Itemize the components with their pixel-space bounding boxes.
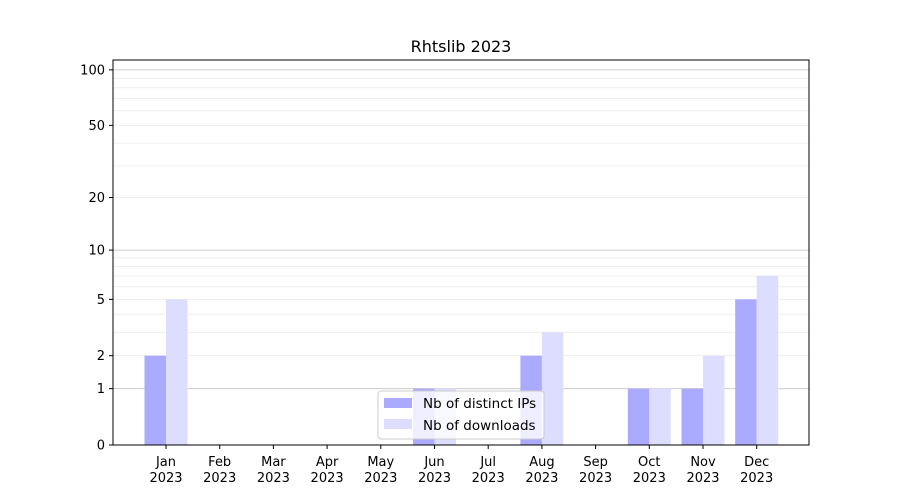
x-tick-label-month: Oct [638,455,660,470]
legend-box [377,390,545,440]
bar-ips [735,299,757,445]
chart-title: Rhtslib 2023 [411,37,512,56]
y-tick-label: 10 [88,244,105,259]
bar-downloads [541,332,564,445]
legend-swatch-ips [384,398,412,408]
legend-label-downloads: Nb of downloads [423,418,536,434]
x-tick-label-year: 2023 [418,471,451,486]
x-tick-label-year: 2023 [579,471,612,486]
y-tick-label: 0 [97,439,105,454]
x-tick-label-month: Sep [583,455,608,470]
x-tick-label-year: 2023 [257,471,290,486]
x-tick-label-year: 2023 [203,471,236,486]
x-tick-label-year: 2023 [633,471,666,486]
x-tick-label-month: Feb [208,455,231,470]
x-tick-label-year: 2023 [364,471,397,486]
y-tick-label: 50 [88,119,105,134]
y-tick-label: 2 [97,349,105,364]
x-tick-label-year: 2023 [686,471,719,486]
plot-frame [112,59,810,446]
grid [113,69,809,390]
x-tick-label-year: 2023 [472,471,505,486]
x-tick-label-month: May [367,455,394,470]
y-tick-label: 5 [97,293,105,308]
bar-ips [681,388,703,445]
bar-downloads [166,299,188,445]
x-tick-label-year: 2023 [149,471,182,486]
y-tick-label: 100 [80,63,105,78]
y-tick-label: 20 [88,191,105,206]
x-tick-label-month: Nov [690,455,716,470]
bar-downloads [649,388,671,445]
x-tick-label-month: Mar [261,455,286,470]
bar-ips [144,355,166,445]
bar-downloads [756,275,779,445]
axes: 0125102050100Jan2023Feb2023Mar2023Apr202… [80,59,810,486]
bar-ips [627,388,650,445]
x-tick-label-year: 2023 [740,471,773,486]
bar-downloads [703,355,725,445]
x-tick-label-month: Jul [479,455,496,470]
x-tick-label-month: Aug [529,455,554,470]
x-tick-label-month: Jun [423,455,444,470]
x-tick-label-month: Apr [316,455,339,470]
legend: Nb of distinct IPs Nb of downloads [377,390,545,440]
x-tick-label-month: Dec [744,455,769,470]
legend-label-ips: Nb of distinct IPs [423,396,536,412]
legend-swatch-downloads [384,419,412,429]
x-tick-label-year: 2023 [525,471,558,486]
x-tick-label-month: Jan [155,455,176,470]
y-tick-label: 1 [97,382,105,397]
x-tick-label-year: 2023 [311,471,344,486]
